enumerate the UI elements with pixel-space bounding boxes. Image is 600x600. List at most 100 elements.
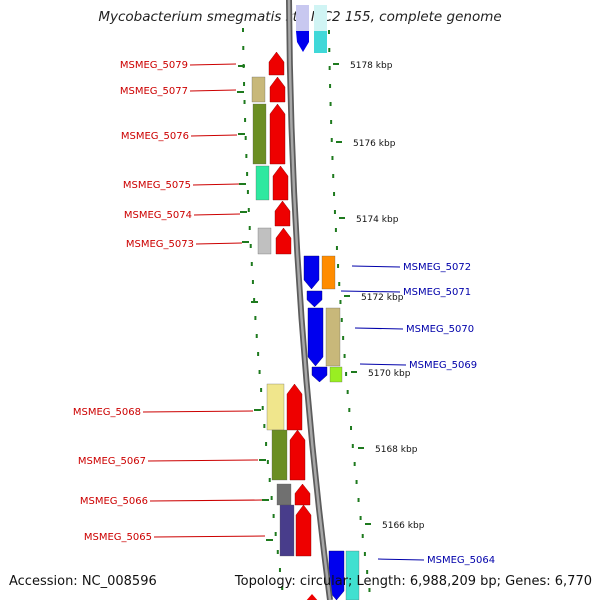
- gene-msmeg-5073[interactable]: [257, 227, 292, 255]
- gene-arrow-reverse: [274, 200, 291, 227]
- ring-dot: [366, 570, 369, 574]
- scale-label: 5168 kbp: [375, 445, 418, 455]
- ring-dot: [263, 424, 266, 428]
- ring-dot: [368, 588, 371, 592]
- cog-category-box: [345, 550, 360, 600]
- cog-category-box: [325, 307, 341, 367]
- gene-msmeg-5071[interactable]: [306, 290, 323, 308]
- partial-feature: [296, 5, 309, 31]
- gene-arrow-forward: [311, 366, 328, 383]
- ring-dot: [255, 334, 258, 338]
- gene-label[interactable]: MSMEG_5075: [123, 180, 191, 191]
- gene-arrow-reverse: [286, 383, 303, 431]
- label-leader-line: [142, 410, 254, 413]
- ring-dot: [274, 532, 277, 536]
- ring-dot: [330, 120, 333, 124]
- ring-dot: [243, 82, 246, 86]
- ring-dot: [248, 226, 251, 230]
- backbone: [286, 0, 333, 600]
- gene-msmeg-5065[interactable]: [279, 504, 312, 557]
- ring-dot: [261, 406, 264, 410]
- label-leader-line: [149, 499, 263, 502]
- ring-dot: [268, 478, 271, 482]
- gene-label[interactable]: MSMEG_5071: [403, 287, 471, 298]
- gene-arrow-forward: [306, 290, 323, 308]
- gene-label[interactable]: MSMEG_5073: [126, 239, 194, 250]
- ring-dot: [343, 354, 346, 358]
- gene-label[interactable]: MSMEG_5064: [427, 555, 495, 566]
- ring-dot: [246, 190, 249, 194]
- scale-label: 5170 kbp: [368, 369, 411, 379]
- gene-label[interactable]: MSMEG_5070: [406, 324, 474, 335]
- gene-label[interactable]: MSMEG_5076: [121, 131, 189, 142]
- partial-feature: [314, 5, 327, 31]
- cog-category-box: [255, 165, 270, 201]
- ring-dot: [353, 462, 356, 466]
- ring-dot: [244, 136, 247, 140]
- partial-reverse-arrow: [305, 594, 319, 600]
- ring-dot: [258, 370, 261, 374]
- gene-labels: MSMEG_5079 MSMEG_5077 MSMEG_5076 MSMEG_5075…: [73, 60, 495, 566]
- gene-msmeg-5069[interactable]: [311, 366, 343, 383]
- gene-label[interactable]: MSMEG_5067: [78, 456, 146, 467]
- ring-dot: [339, 300, 342, 304]
- feature-ring-dots: [242, 28, 371, 592]
- label-leader-line: [377, 558, 425, 561]
- ring-dot: [361, 534, 364, 538]
- ring-dot: [359, 516, 362, 520]
- gene-label[interactable]: MSMEG_5065: [84, 532, 152, 543]
- scale-labels: 5178 kbp 5176 kbp 5174 kbp 5172 kbp 5170 kbp…: [350, 61, 425, 531]
- genome-summary-text: Topology: circular; Length: 6,988,209 bp…: [234, 574, 592, 589]
- ring-dot: [351, 444, 354, 448]
- gene-label[interactable]: MSMEG_5069: [409, 360, 477, 371]
- gene-arrow-reverse: [275, 227, 292, 255]
- ring-dot: [331, 156, 334, 160]
- ring-dot: [276, 550, 279, 554]
- ring-dot: [340, 318, 343, 322]
- ring-dot: [329, 102, 332, 106]
- gene-msmeg-5079[interactable]: [268, 51, 285, 76]
- ring-dot: [242, 46, 245, 50]
- gene-msmeg-5064[interactable]: [328, 550, 360, 600]
- gene-label[interactable]: MSMEG_5077: [120, 86, 188, 97]
- gene-arrow-reverse: [268, 51, 285, 76]
- gene-msmeg-5076[interactable]: [252, 103, 286, 165]
- gene-msmeg-5067[interactable]: [271, 429, 306, 481]
- ring-dot: [334, 228, 337, 232]
- ring-dot: [281, 586, 284, 590]
- ring-dot: [345, 372, 348, 376]
- ring-dot: [328, 48, 331, 52]
- ring-dot: [342, 336, 345, 340]
- ring-dot: [329, 84, 332, 88]
- cog-category-box: [279, 504, 295, 557]
- ring-dot: [332, 174, 335, 178]
- gene-msmeg-5068[interactable]: [266, 383, 303, 431]
- gene-arrow-reverse: [295, 504, 312, 557]
- scale-label: 5172 kbp: [361, 293, 404, 303]
- ring-dot: [265, 442, 268, 446]
- label-leader-line: [192, 183, 240, 186]
- ring-dot: [242, 28, 244, 32]
- scale-ticks: [237, 63, 371, 541]
- ring-dot: [246, 172, 249, 176]
- gene-label[interactable]: MSMEG_5066: [80, 496, 148, 507]
- gene-label[interactable]: MSMEG_5072: [403, 262, 471, 273]
- ring-dot: [254, 316, 257, 320]
- gene-msmeg-5066[interactable]: [276, 483, 311, 506]
- gene-msmeg-5072[interactable]: [303, 255, 336, 290]
- gene-label[interactable]: MSMEG_5068: [73, 407, 141, 418]
- gene-msmeg-5070[interactable]: [307, 307, 341, 367]
- gene-msmeg-5074[interactable]: [274, 200, 291, 227]
- ring-dot: [245, 154, 248, 158]
- cog-category-box: [329, 366, 343, 383]
- label-leader-line: [193, 213, 241, 216]
- gene-arrow-forward: [307, 307, 324, 367]
- ring-dot: [260, 388, 263, 392]
- gene-label[interactable]: MSMEG_5079: [120, 60, 188, 71]
- gene-label[interactable]: MSMEG_5074: [124, 210, 192, 221]
- ring-dot: [243, 100, 246, 104]
- gene-msmeg-5075[interactable]: [255, 165, 289, 201]
- gene-msmeg-5077[interactable]: [251, 76, 286, 103]
- ring-dot: [244, 118, 247, 122]
